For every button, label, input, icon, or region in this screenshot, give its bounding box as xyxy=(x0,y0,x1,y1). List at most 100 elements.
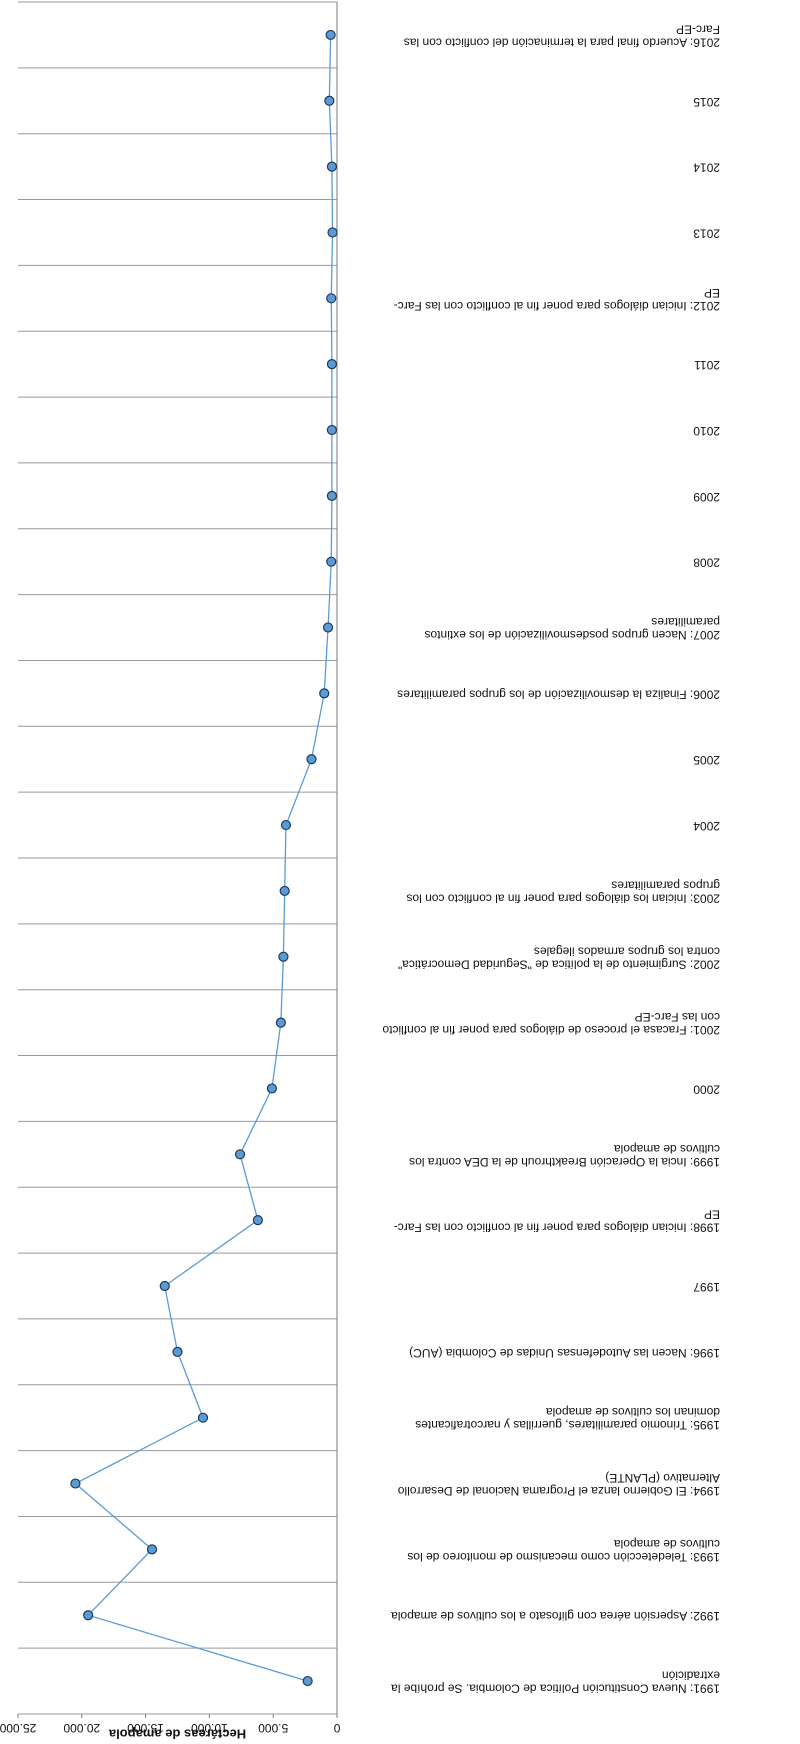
category-label-line: Farc-EP xyxy=(676,22,720,36)
category-label-line: 2015 xyxy=(693,95,720,109)
value-tick-label: 5.000 xyxy=(258,1721,288,1735)
category-label-line: cultivos de amapola xyxy=(614,1537,720,1551)
category-label-line: paramilitares xyxy=(651,615,720,629)
value-tick-label: 20.000 xyxy=(63,1721,100,1735)
series-line xyxy=(74,34,334,1682)
category-label: 1993: Teledetección como mecanismo de mo… xyxy=(407,1537,720,1564)
category-label-line: 2012: Inician diálogos para poner fin al… xyxy=(394,299,720,313)
category-label-line: EP xyxy=(704,286,720,300)
category-label-line: 2006: Finaliza la desmovilización de los… xyxy=(397,687,720,701)
data-point-marker xyxy=(326,359,337,370)
category-label: 2012: Inician diálogos para poner fin al… xyxy=(394,286,720,313)
data-point-marker xyxy=(325,29,336,41)
category-label-line: 1998: Inician diálogos para poner fin al… xyxy=(394,1220,720,1234)
rotated-plot-group: 1991: Nueva Constitución Política de Col… xyxy=(0,1,720,1742)
category-label-line: 1991: Nueva Constitución Política de Col… xyxy=(391,1681,720,1695)
category-label-line: 2001: Fracasa el proceso de diálogos par… xyxy=(382,1023,720,1037)
category-label: 2013 xyxy=(693,226,720,240)
data-point-marker xyxy=(275,1017,286,1028)
category-label-line: 2007: Nacen grupos posdesmovilización de… xyxy=(424,628,720,642)
data-point-marker xyxy=(326,293,337,304)
data-point-marker xyxy=(70,1478,81,1489)
data-point-marker xyxy=(302,1675,313,1687)
category-label: 2009 xyxy=(693,490,720,504)
category-label-line: 2009 xyxy=(693,490,720,504)
category-label-line: 2013 xyxy=(693,226,720,240)
data-point-marker xyxy=(83,1610,94,1621)
data-point-marker xyxy=(278,951,289,962)
category-label-line: 1999: Incia la Operación Breakthrouh de … xyxy=(409,1155,720,1169)
category-label-line: 2014 xyxy=(693,160,720,174)
value-tick-label: 25.000 xyxy=(0,1721,36,1735)
category-label-line: 1994: El Gobierno lanza el Programa Naci… xyxy=(397,1484,720,1498)
category-label-line: extradición xyxy=(662,1668,720,1682)
value-tick-label: 10.000 xyxy=(191,1721,228,1735)
category-label-line: 2003: Inician los diálogos para poner fi… xyxy=(406,891,720,905)
category-label: 1995: Trinomio paramilitares, guerrillas… xyxy=(415,1405,720,1432)
data-point-marker xyxy=(327,227,338,238)
category-label: 2003: Inician los diálogos para poner fi… xyxy=(406,878,720,905)
data-point-marker xyxy=(322,622,334,633)
category-label-line: 2000 xyxy=(693,1082,720,1096)
category-label: 2008 xyxy=(693,556,720,570)
category-label: 2007: Nacen grupos posdesmovilización de… xyxy=(424,615,720,642)
category-label-line: 2005 xyxy=(693,753,720,767)
category-label-line: 2008 xyxy=(693,556,720,570)
category-label-line: 1995: Trinomio paramilitares, guerrillas… xyxy=(415,1418,720,1432)
category-label-line: dominan los cultivos de amapola xyxy=(546,1405,720,1419)
value-axis-title: Hectáreas de amapola xyxy=(108,1727,246,1739)
data-point-marker xyxy=(326,424,337,436)
category-label-line: Alternativo (PLANTE) xyxy=(605,1471,720,1485)
category-label: 1998: Inician diálogos para poner fin al… xyxy=(394,1207,720,1234)
category-label-line: 1992: Aspersión aérea con glifosato a lo… xyxy=(391,1609,720,1623)
data-point-marker xyxy=(326,161,337,172)
category-label: 2011 xyxy=(694,358,720,372)
category-label: 2001: Fracasa el proceso de diálogos par… xyxy=(382,1010,720,1037)
category-label: 2000 xyxy=(693,1082,720,1096)
data-point-marker xyxy=(172,1346,183,1357)
category-label-line: EP xyxy=(704,1207,720,1221)
category-label-line: 2010 xyxy=(693,424,720,438)
category-label-line: contra los grupos armados ilegales xyxy=(534,944,720,958)
category-label: 1999: Incia la Operación Breakthrouh de … xyxy=(409,1142,720,1169)
category-label: 2005 xyxy=(693,753,720,767)
data-point-marker xyxy=(266,1083,278,1094)
category-label-line: 2011 xyxy=(694,358,720,372)
category-label: 1991: Nueva Constitución Política de Col… xyxy=(391,1668,720,1695)
category-label: 2006: Finaliza la desmovilización de los… xyxy=(397,687,720,701)
category-label-line: 1997 xyxy=(693,1280,720,1294)
data-point-marker xyxy=(279,885,290,897)
category-label-line: 2004 xyxy=(693,819,720,833)
data-point-marker xyxy=(326,490,337,501)
category-label-line: grupos paramilitares xyxy=(611,878,720,892)
category-label-line: 2002: Surgimiento de la política de "Seg… xyxy=(398,957,720,971)
category-label: 2016: Acuerdo final para la terminación … xyxy=(404,22,720,49)
data-point-marker xyxy=(326,556,337,567)
data-point-marker xyxy=(319,688,330,699)
data-point-marker xyxy=(197,1412,209,1423)
category-label: 1996: Nacen las Autodefensas Unidas de C… xyxy=(409,1346,720,1360)
category-label: 1992: Aspersión aérea con glifosato a lo… xyxy=(391,1609,720,1623)
category-label: 2010 xyxy=(693,424,720,438)
data-point-marker xyxy=(324,95,335,106)
data-point-marker xyxy=(146,1544,158,1555)
data-point-marker xyxy=(234,1149,246,1160)
value-tick-label: 15.000 xyxy=(127,1721,164,1735)
category-label-line: 2016: Acuerdo final para la terminación … xyxy=(404,35,720,49)
category-label-line: 1993: Teledetección como mecanismo de mo… xyxy=(407,1550,720,1564)
data-point-marker xyxy=(159,1280,170,1292)
category-label: 2002: Surgimiento de la política de "Seg… xyxy=(398,944,720,971)
category-label: 2014 xyxy=(693,160,720,174)
category-label-line: 1996: Nacen las Autodefensas Unidas de C… xyxy=(409,1346,720,1360)
data-point-marker xyxy=(306,754,317,765)
category-label: 2015 xyxy=(693,95,720,109)
category-label: 1997 xyxy=(693,1280,720,1294)
category-label: 1994: El Gobierno lanza el Programa Naci… xyxy=(397,1471,720,1498)
category-label: 2004 xyxy=(693,819,720,833)
data-point-marker xyxy=(252,1215,263,1226)
category-label-line: con las Farc-EP xyxy=(635,1010,720,1024)
value-tick-label: 0 xyxy=(333,1721,340,1735)
category-label-line: cultivos de amapola xyxy=(614,1142,720,1156)
